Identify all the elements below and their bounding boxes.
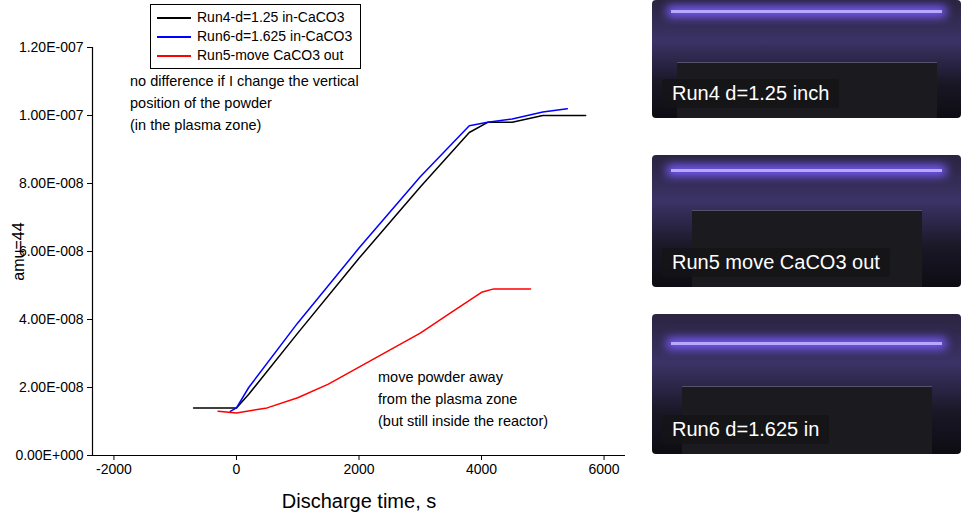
html-text:Run5-move CaCO3 out: Run5-move CaCO3 out: [197, 47, 344, 63]
svg-text:8.00E-008: 8.00E-008: [19, 175, 84, 191]
html-text:Run5 move CaCO3 out: Run5 move CaCO3 out: [672, 251, 880, 273]
html-text:Run6 d=1.625 in: Run6 d=1.625 in: [672, 418, 820, 440]
svg-text:0: 0: [233, 461, 241, 477]
svg-text:2000: 2000: [343, 461, 374, 477]
html-text:Run4-d=1.25 in-CaCO3: Run4-d=1.25 in-CaCO3: [197, 9, 345, 25]
html-text:Run6-d=1.625 in-CaCO3: Run6-d=1.625 in-CaCO3: [197, 28, 353, 44]
svg-text:4000: 4000: [466, 461, 497, 477]
svg-text:1.00E-007: 1.00E-007: [19, 107, 84, 123]
svg-text:-2000: -2000: [96, 461, 132, 477]
svg-text:0.00E+000: 0.00E+000: [15, 447, 83, 463]
html-text:from the plasma zone: from the plasma zone: [378, 391, 518, 407]
html-text:move powder away: move powder away: [378, 369, 503, 385]
svg-text:amu=44: amu=44: [10, 222, 27, 280]
html-text:(in the plasma zone): (in the plasma zone): [130, 117, 262, 133]
html-text:position of the powder: position of the powder: [130, 95, 272, 111]
svg-text:4.00E-008: 4.00E-008: [19, 311, 84, 327]
svg-text:Discharge time, s: Discharge time, s: [282, 490, 437, 512]
html-text:(but still inside the reactor): (but still inside the reactor): [378, 413, 548, 429]
html-text:no difference if I change the: no difference if I change the vertical: [130, 73, 359, 89]
svg-text:6000: 6000: [588, 461, 619, 477]
svg-text:2.00E-008: 2.00E-008: [19, 379, 84, 395]
html-text:Run4 d=1.25 inch: Run4 d=1.25 inch: [672, 82, 830, 104]
svg-text:6.00E-008: 6.00E-008: [19, 243, 84, 259]
svg-text:1.20E-007: 1.20E-007: [19, 39, 84, 55]
